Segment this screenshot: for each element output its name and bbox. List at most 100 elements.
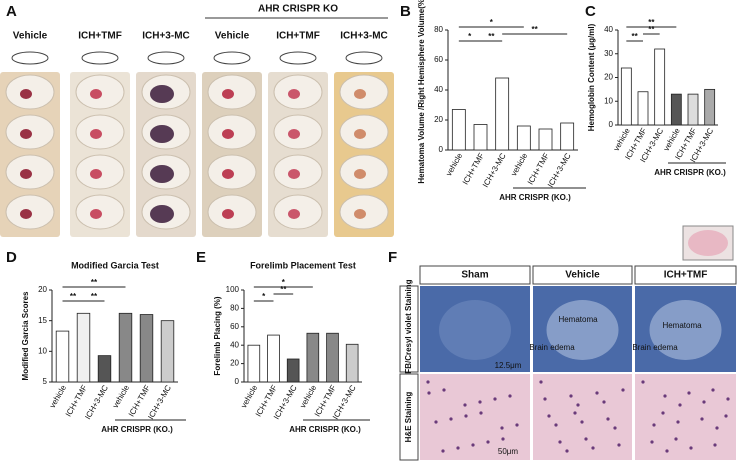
nucleus (678, 403, 682, 407)
nucleus (702, 400, 706, 404)
nucleus (689, 446, 693, 450)
y-tick-label: 10 (604, 96, 613, 105)
bar (560, 122, 575, 151)
y-tick-label: 5 (43, 377, 48, 386)
significance-label: * (468, 32, 472, 41)
nucleus (674, 437, 678, 441)
column-label: Vehicle (215, 31, 250, 42)
nucleus (442, 388, 446, 392)
nucleus (726, 397, 730, 401)
hemorrhage (150, 165, 174, 183)
mouse-icon (213, 51, 251, 65)
significance-label: ** (648, 25, 655, 34)
nucleus (650, 440, 654, 444)
x-tick-label: vehicle (444, 151, 465, 178)
significance-label: ** (532, 25, 539, 34)
y-tick-label: 20 (230, 359, 239, 368)
bar (473, 124, 488, 151)
column-header-box (419, 265, 531, 285)
row-header-box (399, 373, 419, 461)
tissue (649, 300, 722, 360)
y-axis-label: Hemoglobin Content (μg/ml) (587, 23, 596, 131)
nucleus (500, 426, 504, 430)
scale-bar-label: 50μm (498, 447, 519, 456)
nucleus (652, 423, 656, 427)
significance-label: * (282, 278, 286, 287)
nucleus (449, 417, 453, 421)
annotation: Brain edema (632, 343, 678, 352)
inset-brain (688, 230, 728, 256)
nucleus (713, 443, 717, 447)
nucleus (606, 417, 610, 421)
y-axis-label: Modified Garcia Scores (21, 291, 30, 380)
hemorrhage (288, 129, 300, 139)
significance-label: * (262, 292, 266, 301)
nucleus (493, 397, 497, 401)
nucleus (700, 417, 704, 421)
nucleus (595, 391, 599, 395)
nucleus (663, 394, 667, 398)
bar (704, 88, 716, 126)
column-label: ICH+3-MC (340, 31, 388, 42)
significance-label: ** (488, 32, 495, 41)
nucleus (602, 400, 606, 404)
nucleus (676, 420, 680, 424)
hemorrhage (90, 209, 102, 219)
nucleus (508, 394, 512, 398)
bar (55, 330, 70, 383)
hemorrhage (20, 169, 32, 179)
group-label: AHR CRISPR (KO.) (499, 193, 571, 202)
y-tick-label: 20 (604, 73, 613, 82)
nucleus (569, 394, 573, 398)
significance-label: ** (632, 32, 639, 41)
bar (516, 125, 531, 151)
nucleus (715, 426, 719, 430)
row-header: LFB/Cresyl violet Staining (404, 279, 413, 378)
y-tick-label: 30 (604, 49, 613, 58)
hemorrhage (288, 209, 300, 219)
bar (345, 343, 359, 383)
significance-label: * (490, 18, 494, 27)
hemorrhage (150, 85, 174, 103)
nucleus (463, 403, 467, 407)
chart-title: Modified Garcia Test (71, 260, 159, 270)
nucleus (724, 414, 728, 418)
column-label: ICH+TMF (276, 31, 320, 42)
nucleus (617, 443, 621, 447)
mouse-icon (345, 51, 383, 65)
row-header: H&E Staining (404, 392, 413, 443)
bar (306, 332, 320, 383)
annotation: Brain edema (529, 343, 575, 352)
nucleus (479, 411, 483, 415)
bar (670, 93, 682, 126)
x-tick-label: vehicle (298, 383, 319, 410)
panel-letter: E (196, 249, 206, 266)
group-label: AHR CRISPR KO (258, 4, 338, 15)
group-label: AHR CRISPR (KO.) (289, 425, 361, 434)
y-tick-label: 40 (604, 25, 613, 34)
nucleus (427, 391, 431, 395)
significance-label: ** (648, 18, 655, 27)
hemorrhage (90, 129, 102, 139)
nucleus (580, 420, 584, 424)
group-label: AHR CRISPR (KO.) (654, 168, 726, 177)
scale-bar-label: 12.5μm (495, 361, 522, 370)
bar (160, 320, 175, 383)
column-header: Sham (461, 270, 488, 281)
y-tick-label: 60 (230, 322, 239, 331)
nucleus (613, 426, 617, 430)
nucleus (456, 446, 460, 450)
y-tick-label: 20 (434, 115, 443, 124)
y-tick-label: 10 (38, 346, 47, 355)
nucleus (641, 380, 645, 384)
group-label: AHR CRISPR (KO.) (101, 425, 173, 434)
he-image (635, 374, 736, 460)
bar (139, 314, 154, 383)
column-label: Vehicle (13, 31, 48, 42)
column-header-box (532, 265, 633, 285)
hemorrhage (150, 125, 174, 143)
significance-label: ** (91, 292, 98, 301)
panel-letter: C (585, 3, 596, 20)
y-tick-label: 40 (434, 85, 443, 94)
